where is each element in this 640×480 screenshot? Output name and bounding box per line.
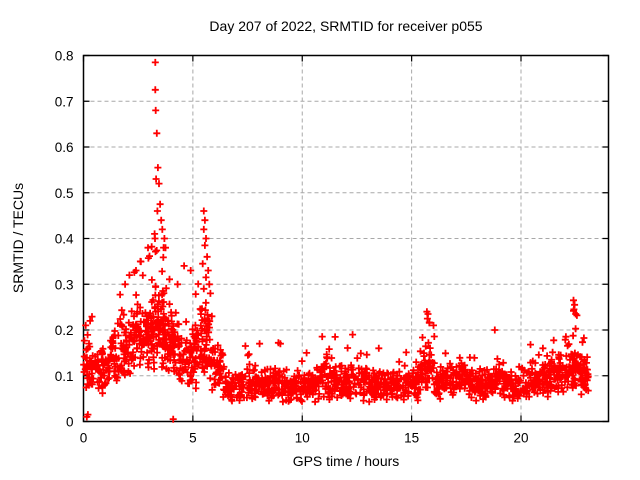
y-tick-label: 0.6 — [55, 140, 74, 155]
x-tick-label: 10 — [295, 431, 310, 446]
y-tick-label: 0 — [66, 415, 74, 430]
y-tick-label: 0.5 — [55, 186, 74, 201]
y-tick-label: 0.8 — [55, 49, 74, 64]
y-tick-label: 0.1 — [55, 369, 74, 384]
x-axis-label: GPS time / hours — [292, 453, 400, 469]
y-tick-label: 0.3 — [55, 277, 74, 292]
scatter-points — [80, 58, 592, 423]
x-tick-label: 20 — [513, 431, 528, 446]
x-tick-label: 0 — [80, 431, 88, 446]
y-tick-label: 0.7 — [55, 94, 74, 109]
x-tick-label: 15 — [404, 431, 419, 446]
y-tick-label: 0.2 — [55, 323, 74, 338]
chart-title: Day 207 of 2022, SRMTID for receiver p05… — [209, 18, 483, 34]
x-tick-label: 5 — [189, 431, 197, 446]
y-tick-label: 0.4 — [55, 232, 74, 247]
